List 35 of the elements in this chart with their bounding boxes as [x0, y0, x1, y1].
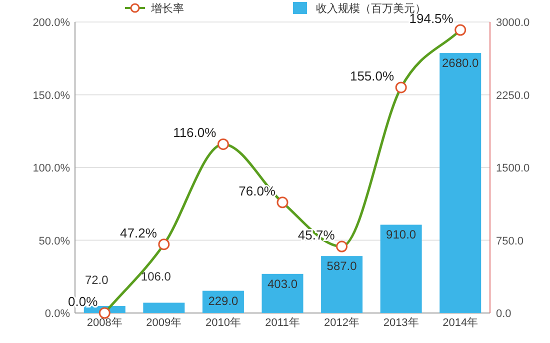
bar — [143, 302, 185, 313]
data-label: 72.0 — [84, 273, 109, 288]
y2-tick-label: 2250.0 — [496, 90, 530, 102]
data-label: 403.0 — [267, 276, 298, 291]
bar — [262, 274, 304, 313]
y2-tick-label: 0.0 — [496, 308, 512, 320]
x-tick-label: 2009年 — [146, 317, 182, 329]
y2-tick-label: 1500.0 — [496, 162, 530, 174]
y-tick-label: 200.0% — [32, 17, 70, 29]
y-tick-label: 50.0% — [38, 235, 70, 248]
y-tick-label: 100.0% — [32, 162, 70, 174]
data-label: 910.0 — [386, 228, 416, 242]
x-tick-label: 2008年 — [86, 317, 122, 329]
y-tick-label: 0.0% — [44, 308, 70, 320]
data-label: 47.2% — [120, 225, 158, 240]
y2-tick-label: 750.0 — [496, 235, 524, 248]
x-tick-label: 2010年 — [205, 317, 241, 329]
data-label: 2680.0 — [442, 56, 480, 70]
data-label: 0.0% — [68, 294, 98, 309]
x-tick-label: 2014年 — [442, 317, 478, 329]
legend-label: 收入规模（百万美元） — [316, 2, 426, 15]
data-label: 106.0 — [140, 270, 172, 284]
y-tick-label: 150.0% — [32, 90, 70, 102]
x-tick-label: 2013年 — [383, 317, 419, 329]
data-label: 587.0 — [326, 259, 358, 274]
y2-tick-label: 3000.0 — [496, 17, 530, 29]
bar — [380, 224, 422, 313]
bar — [321, 256, 363, 313]
data-label: 229.0 — [208, 294, 239, 308]
data-label: 155.0% — [350, 68, 395, 84]
data-label: 116.0% — [173, 125, 217, 140]
legend-label: 增长率 — [150, 2, 184, 15]
x-tick-label: 2011年 — [265, 317, 300, 329]
bar — [440, 53, 482, 313]
x-tick-label: 2012年 — [324, 317, 360, 329]
